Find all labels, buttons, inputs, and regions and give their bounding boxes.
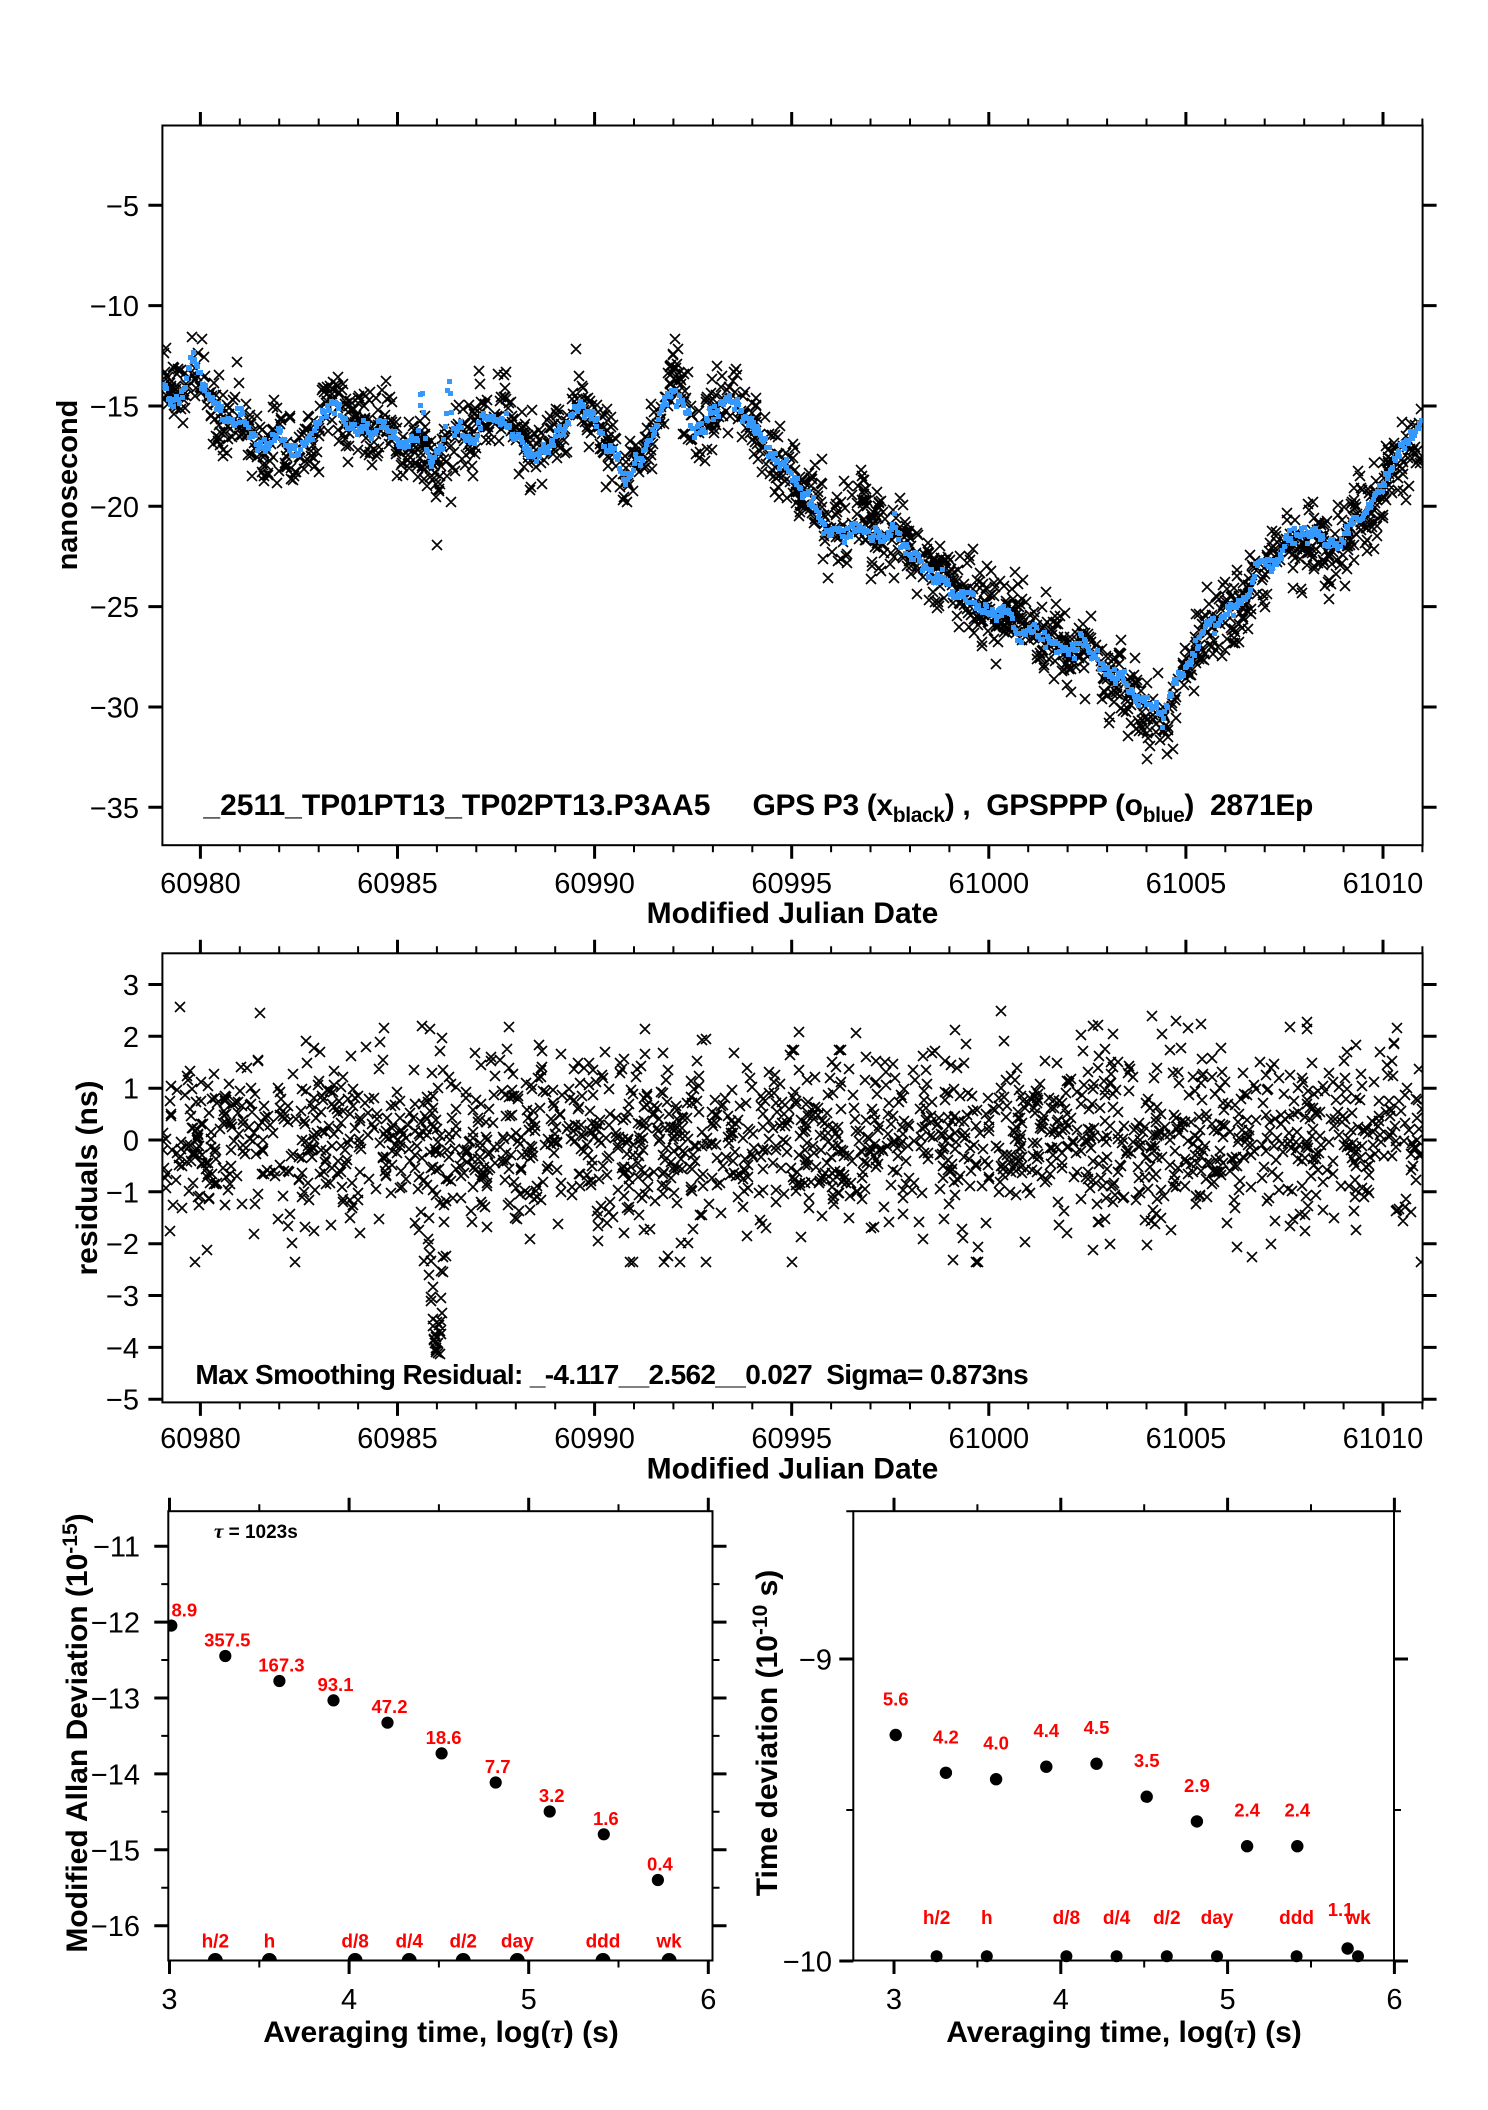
svg-text:−25: −25 bbox=[90, 592, 139, 624]
svg-text:60990: 60990 bbox=[554, 868, 635, 900]
svg-text:−10: −10 bbox=[90, 291, 139, 323]
svg-text:−11: −11 bbox=[93, 1532, 140, 1564]
svg-text:h/2: h/2 bbox=[202, 1932, 229, 1953]
svg-text:h/2: h/2 bbox=[923, 1908, 950, 1929]
svg-text:2.4: 2.4 bbox=[1234, 1800, 1260, 1821]
svg-text:0.4: 0.4 bbox=[647, 1854, 673, 1875]
svg-text:−20: −20 bbox=[90, 492, 139, 524]
svg-text:7.7: 7.7 bbox=[485, 1756, 511, 1777]
svg-text:2.4: 2.4 bbox=[1284, 1800, 1310, 1821]
svg-text:5.6: 5.6 bbox=[883, 1689, 909, 1710]
svg-text:1.6: 1.6 bbox=[593, 1808, 619, 1829]
svg-text:−1: −1 bbox=[106, 1177, 139, 1209]
svg-text:4.2: 4.2 bbox=[933, 1726, 959, 1747]
svg-text:61005: 61005 bbox=[1146, 1423, 1227, 1455]
svg-text:3.2: 3.2 bbox=[539, 1785, 565, 1806]
svg-text:−4: −4 bbox=[106, 1333, 139, 1365]
svg-text:2: 2 bbox=[123, 1022, 139, 1054]
svg-text:8.9: 8.9 bbox=[172, 1600, 198, 1621]
svg-text:3: 3 bbox=[161, 1984, 177, 2016]
svg-text:5: 5 bbox=[1220, 1984, 1236, 2016]
svg-text:−35: −35 bbox=[90, 793, 139, 825]
svg-text:−13: −13 bbox=[91, 1684, 140, 1716]
svg-text:60995: 60995 bbox=[751, 868, 832, 900]
svg-text:−30: −30 bbox=[90, 693, 139, 725]
svg-text:residuals (ns): residuals (ns) bbox=[71, 1080, 104, 1275]
svg-text:60985: 60985 bbox=[357, 1423, 438, 1455]
svg-text:−12: −12 bbox=[91, 1608, 140, 1640]
svg-text:d/4: d/4 bbox=[1103, 1908, 1131, 1929]
svg-text:61005: 61005 bbox=[1146, 868, 1227, 900]
svg-text:ddd: ddd bbox=[586, 1932, 621, 1953]
svg-text:6: 6 bbox=[1386, 1984, 1402, 2016]
svg-text:−14: −14 bbox=[91, 1759, 140, 1791]
svg-text:−9: −9 bbox=[799, 1645, 832, 1677]
svg-text:Modified Julian Date: Modified Julian Date bbox=[647, 897, 939, 930]
svg-text:61010: 61010 bbox=[1343, 868, 1424, 900]
svg-text:−3: −3 bbox=[106, 1281, 139, 1313]
svg-text:47.2: 47.2 bbox=[371, 1696, 407, 1717]
svg-text:4: 4 bbox=[341, 1984, 357, 2016]
svg-text:60980: 60980 bbox=[160, 1423, 241, 1455]
svg-text:Max Smoothing Residual: _-4.11: Max Smoothing Residual: _-4.117__2.562__… bbox=[195, 1359, 1028, 1390]
svg-text:1.1: 1.1 bbox=[1328, 1899, 1354, 1920]
svg-text:4.4: 4.4 bbox=[1033, 1720, 1059, 1741]
svg-text:h: h bbox=[264, 1932, 276, 1953]
svg-text:d/8: d/8 bbox=[1053, 1908, 1080, 1929]
svg-text:−16: −16 bbox=[91, 1911, 140, 1943]
svg-text:60995: 60995 bbox=[751, 1423, 832, 1455]
svg-text:−15: −15 bbox=[91, 1835, 140, 1867]
svg-text:τ = 1023s: τ = 1023s bbox=[214, 1519, 298, 1543]
svg-text:3.5: 3.5 bbox=[1134, 1750, 1160, 1771]
svg-text:61010: 61010 bbox=[1343, 1423, 1424, 1455]
svg-text:Modified Allan Deviation (10-1: Modified Allan Deviation (10-15) bbox=[59, 1513, 94, 1952]
svg-text:−15: −15 bbox=[90, 392, 139, 424]
svg-text:Averaging time, log(τ) (s): Averaging time, log(τ) (s) bbox=[263, 2016, 619, 2049]
svg-text:4: 4 bbox=[1053, 1984, 1069, 2016]
svg-text:d/8: d/8 bbox=[341, 1932, 368, 1953]
svg-text:60980: 60980 bbox=[160, 868, 241, 900]
svg-text:ddd: ddd bbox=[1279, 1908, 1314, 1929]
svg-text:3: 3 bbox=[886, 1984, 902, 2016]
svg-text:61000: 61000 bbox=[948, 1423, 1029, 1455]
svg-text:61000: 61000 bbox=[948, 868, 1029, 900]
svg-text:−5: −5 bbox=[106, 1385, 139, 1417]
svg-text:−2: −2 bbox=[106, 1229, 139, 1261]
svg-text:60990: 60990 bbox=[554, 1423, 635, 1455]
svg-text:−10: −10 bbox=[783, 1947, 832, 1979]
svg-text:60985: 60985 bbox=[357, 868, 438, 900]
svg-text:wk: wk bbox=[655, 1932, 682, 1953]
svg-text:Modified Julian Date: Modified Julian Date bbox=[647, 1453, 939, 1486]
svg-text:1: 1 bbox=[123, 1074, 139, 1106]
svg-text:5: 5 bbox=[521, 1984, 537, 2016]
svg-text:nanosecond: nanosecond bbox=[52, 400, 84, 571]
svg-text:d/2: d/2 bbox=[1153, 1908, 1180, 1929]
svg-text:d/2: d/2 bbox=[449, 1932, 476, 1953]
svg-text:2.9: 2.9 bbox=[1184, 1775, 1210, 1796]
svg-text:3: 3 bbox=[123, 970, 139, 1002]
svg-text:d/4: d/4 bbox=[395, 1932, 423, 1953]
svg-text:4.0: 4.0 bbox=[983, 1733, 1009, 1754]
svg-text:4.5: 4.5 bbox=[1084, 1717, 1110, 1738]
svg-text:167.3: 167.3 bbox=[258, 1655, 304, 1676]
svg-text:357.5: 357.5 bbox=[204, 1630, 250, 1651]
svg-text:h: h bbox=[981, 1908, 993, 1929]
svg-text:Averaging time, log(τ) (s): Averaging time, log(τ) (s) bbox=[946, 2016, 1302, 2049]
svg-text:wk: wk bbox=[1344, 1908, 1371, 1929]
svg-text:_2511_TP01PT13_TP02PT13.P3AA5: _2511_TP01PT13_TP02PT13.P3AA5 bbox=[202, 789, 710, 822]
svg-text:day: day bbox=[1201, 1908, 1234, 1929]
svg-text:day: day bbox=[501, 1932, 534, 1953]
svg-text:−5: −5 bbox=[106, 191, 139, 223]
svg-text:GPS P3 (xblack) , GPSPPP (obl: GPS P3 (xblack) , GPSPPP (oblue) 2871Ep bbox=[753, 789, 1314, 827]
svg-text:93.1: 93.1 bbox=[317, 1674, 353, 1695]
svg-text:18.6: 18.6 bbox=[426, 1727, 462, 1748]
svg-text:0: 0 bbox=[123, 1126, 139, 1158]
svg-text:6: 6 bbox=[700, 1984, 716, 2016]
